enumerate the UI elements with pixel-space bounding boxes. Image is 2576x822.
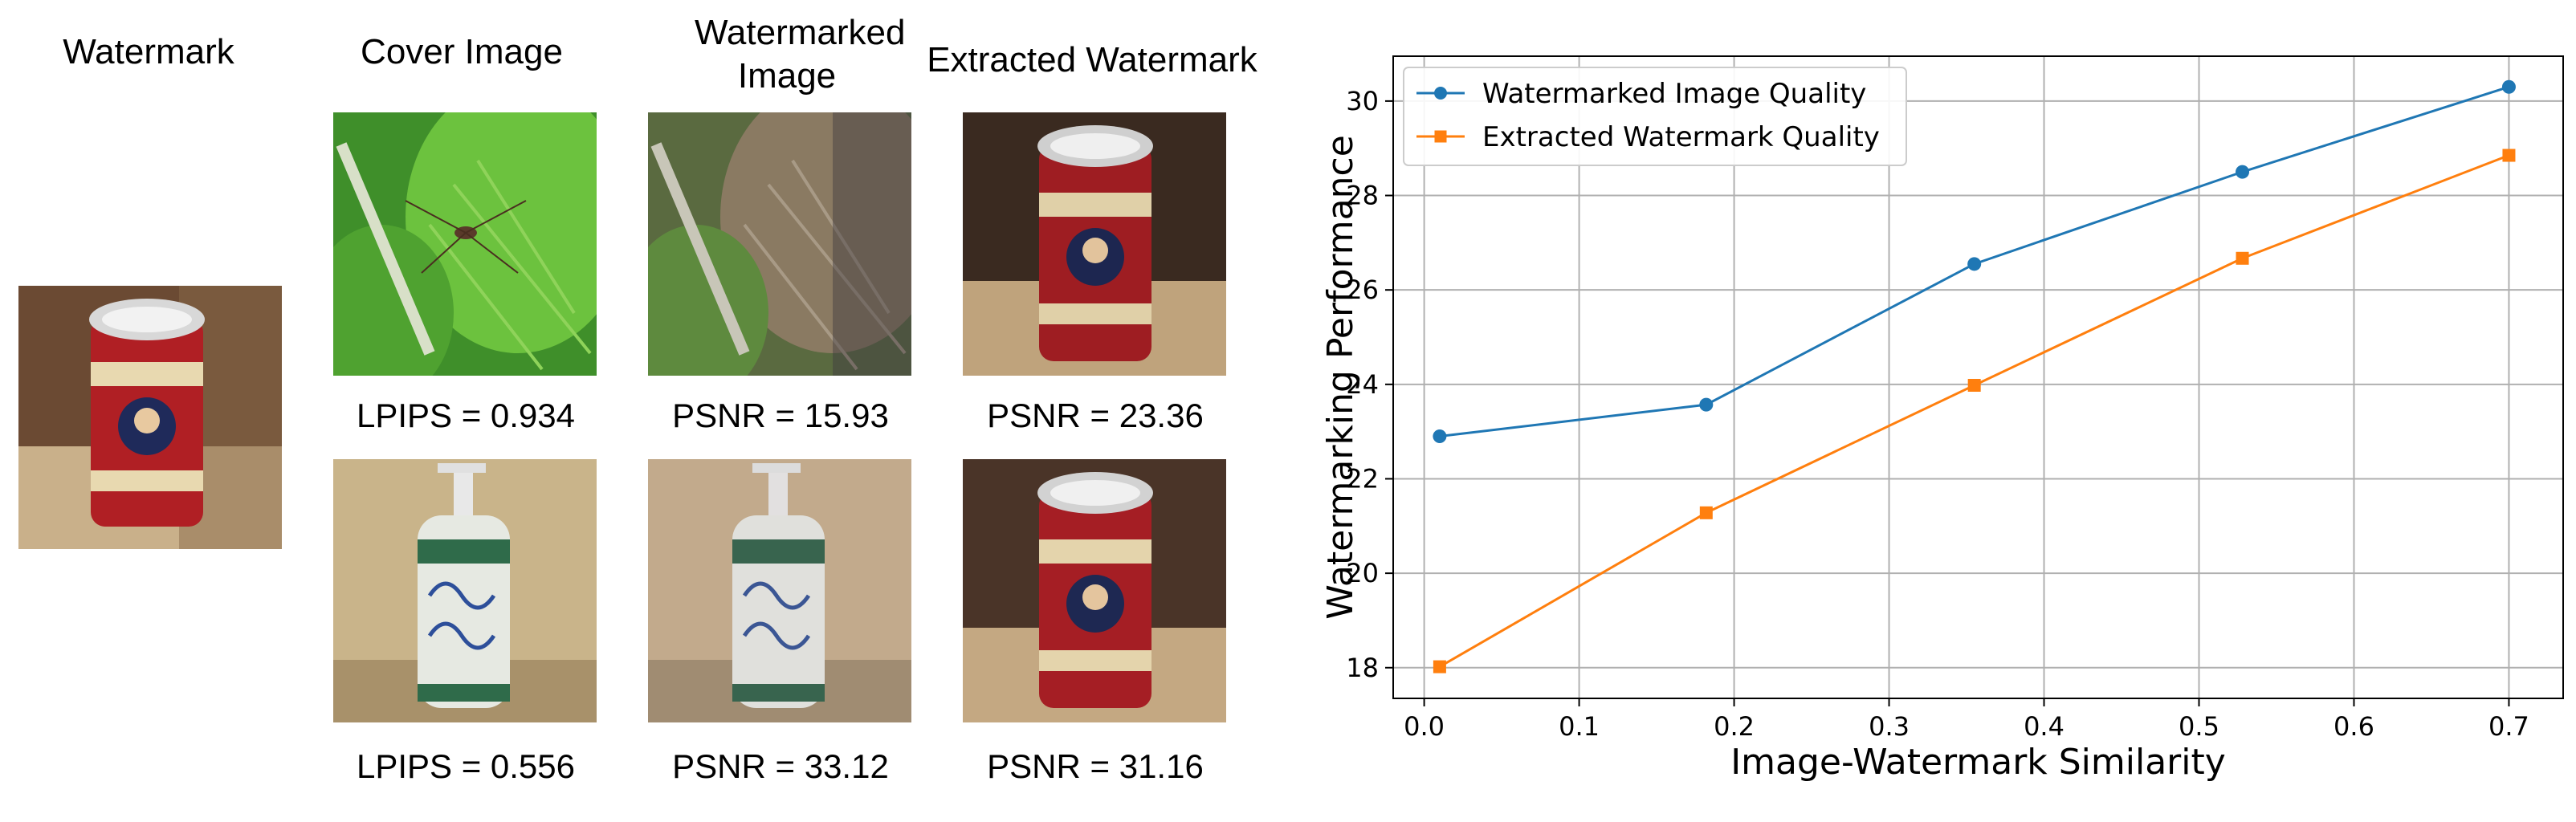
watermarked-leaf-picture xyxy=(648,112,911,376)
cover-caption-row1: LPIPS = 0.934 xyxy=(356,397,576,434)
legend-label-extracted-watermark-quality: Extracted Watermark Quality xyxy=(1482,121,1880,153)
tick-layer: 0.0 0.1 0.2 0.3 0.4 0.5 0.6 0.7 18 20 22 24 26 28 30 xyxy=(1346,86,2529,742)
watermarked-soap-bottle-picture xyxy=(648,459,911,722)
watermarked-image-leaf xyxy=(648,112,911,376)
data-point-extracted-watermark-quality xyxy=(1433,660,1446,673)
line-chart-svg: 0.0 0.1 0.2 0.3 0.4 0.5 0.6 0.7 18 20 22 24 26 28 30 I… xyxy=(1320,55,2564,783)
line-chart: 0.0 0.1 0.2 0.3 0.4 0.5 0.6 0.7 18 20 22 24 26 28 30 I… xyxy=(1317,0,2576,822)
watermark-can-picture xyxy=(18,286,282,549)
cover-image-soap-bottle xyxy=(333,459,597,722)
x-tick-label: 0.5 xyxy=(2179,711,2219,742)
legend-box xyxy=(1403,67,1907,166)
data-point-extracted-watermark-quality xyxy=(2502,149,2516,162)
column-title-watermark: Watermark xyxy=(63,32,234,71)
legend: Watermarked Image Quality Extracted Wate… xyxy=(1403,67,1907,166)
data-point-watermarked-image-quality xyxy=(2236,165,2250,179)
legend-marker-extracted-watermark-quality xyxy=(1434,130,1447,143)
series-layer xyxy=(1433,79,2516,673)
x-tick-label: 0.3 xyxy=(1869,711,1910,742)
data-point-watermarked-image-quality xyxy=(1967,257,1982,271)
extracted-can-picture-1 xyxy=(963,112,1226,376)
watermarked-image-soap-bottle xyxy=(648,459,911,722)
y-tick-label: 20 xyxy=(1346,558,1379,588)
data-point-watermarked-image-quality xyxy=(1433,429,1447,444)
column-title-extracted-watermark: Extracted Watermark xyxy=(927,40,1257,79)
extracted-caption-row1: PSNR = 23.36 xyxy=(987,397,1204,434)
cover-caption-row2: LPIPS = 0.556 xyxy=(356,747,576,785)
y-tick-label: 26 xyxy=(1346,275,1379,305)
y-tick-label: 30 xyxy=(1346,86,1379,116)
x-axis-label: Image-Watermark Similarity xyxy=(1730,742,2226,783)
x-tick-label: 0.6 xyxy=(2333,711,2374,742)
column-title-cover-image: Cover Image xyxy=(361,32,563,71)
legend-marker-watermarked-image-quality xyxy=(1434,87,1447,100)
series-line-extracted-watermark-quality xyxy=(1439,154,2509,668)
x-tick-label: 0.0 xyxy=(1404,711,1445,742)
watermark-image xyxy=(18,286,282,549)
legend-label-watermarked-image-quality: Watermarked Image Quality xyxy=(1482,78,1866,110)
x-tick-label: 0.2 xyxy=(1714,711,1755,742)
x-tick-label: 0.7 xyxy=(2488,711,2529,742)
x-tick-label: 0.1 xyxy=(1559,711,1600,742)
data-point-watermarked-image-quality xyxy=(2501,79,2516,94)
y-axis-label: Watermarking Performance xyxy=(1320,135,1361,620)
watermarked-caption-row2: PSNR = 33.12 xyxy=(672,747,889,785)
leaf-spider-picture xyxy=(333,112,597,376)
soap-bottle-picture xyxy=(333,459,597,722)
x-tick-label: 0.4 xyxy=(2024,711,2064,742)
plot-frame xyxy=(1392,55,2564,699)
y-tick-label: 18 xyxy=(1346,653,1379,683)
extracted-can-picture-2 xyxy=(963,459,1226,722)
column-title-watermarked-image: Watermarked Image xyxy=(695,13,906,96)
data-point-extracted-watermark-quality xyxy=(2236,251,2249,265)
data-point-extracted-watermark-quality xyxy=(1699,506,1713,519)
y-tick-label: 22 xyxy=(1346,463,1379,494)
extracted-watermark-2 xyxy=(963,459,1226,722)
extracted-watermark-1 xyxy=(963,112,1226,376)
data-point-watermarked-image-quality xyxy=(1699,397,1714,412)
cover-image-leaf xyxy=(333,112,597,376)
y-tick-label: 24 xyxy=(1346,369,1379,400)
watermarked-caption-row1: PSNR = 15.93 xyxy=(672,397,889,434)
extracted-caption-row2: PSNR = 31.16 xyxy=(987,747,1204,785)
data-point-extracted-watermark-quality xyxy=(1967,379,1981,392)
y-tick-label: 28 xyxy=(1346,181,1379,211)
